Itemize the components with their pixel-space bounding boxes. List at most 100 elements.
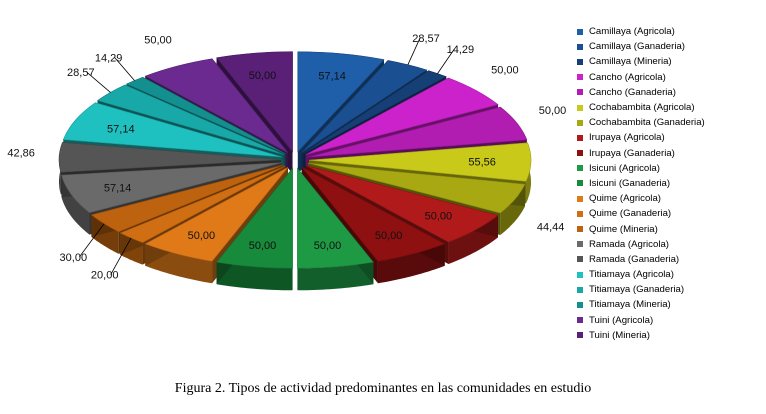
label-leader-line: [110, 237, 132, 275]
slice-value-label: 50,00: [314, 240, 342, 252]
label-leader-line: [407, 37, 421, 65]
legend-item: Camillaya (Mineria): [577, 54, 705, 69]
slice-value-label: 50,00: [425, 211, 453, 223]
pie-slice: [62, 102, 283, 158]
legend-swatch: [577, 119, 583, 126]
legend-item: Cancho (Ganaderia): [577, 85, 705, 100]
slice-value-label: 50,00: [188, 230, 216, 242]
pie-slice-side: [61, 175, 90, 235]
slice-value-label: 42,86: [7, 148, 35, 160]
pie-slice: [305, 77, 499, 155]
legend-label: Tuini (Agricola): [589, 314, 654, 326]
legend-item: Camillaya (Ganaderia): [577, 39, 705, 54]
legend-label: Quime (Ganaderia): [589, 208, 672, 220]
pie-slice: [58, 142, 282, 173]
legend-label: Ramada (Agricola): [589, 238, 669, 250]
legend-label: Quime (Mineria): [589, 223, 658, 235]
legend-item: Quime (Mineria): [577, 221, 705, 236]
legend-swatch: [577, 210, 583, 217]
legend-item: Quime (Agricola): [577, 191, 705, 206]
legend-swatch: [577, 241, 583, 248]
legend-label: Irupaya (Agricola): [589, 132, 665, 144]
legend-swatch: [577, 43, 583, 50]
legend-swatch: [577, 180, 583, 187]
legend-swatch: [577, 150, 583, 157]
pie-slice: [297, 167, 374, 269]
legend-label: Camillaya (Agricola): [589, 26, 675, 38]
legend-swatch: [577, 74, 583, 81]
pie-slice: [308, 106, 528, 158]
pie-slice: [144, 58, 289, 153]
legend-label: Camillaya (Mineria): [589, 56, 672, 68]
slice-value-label: 50,00: [375, 230, 403, 242]
chart-legend: Camillaya (Agricola) Camillaya (Ganaderia…: [577, 24, 705, 343]
legend-item: Isicuni (Ganaderia): [577, 176, 705, 191]
slice-value-label: 20,00: [91, 270, 119, 282]
legend-label: Isicuni (Agricola): [589, 162, 660, 174]
legend-label: Tuini (Mineria): [589, 329, 650, 341]
pie-slice: [90, 164, 284, 233]
legend-item: Cochabambita (Agricola): [577, 100, 705, 115]
slice-value-label: 55,56: [468, 157, 496, 169]
legend-swatch: [577, 256, 583, 263]
legend-swatch: [577, 165, 583, 172]
label-leader-line: [114, 57, 135, 81]
legend-item: Cochabambita (Ganaderia): [577, 115, 705, 130]
slice-value-label: 57,14: [104, 183, 132, 195]
pie-slice: [144, 167, 289, 262]
legend-label: Cancho (Ganaderia): [589, 86, 676, 98]
slice-value-label: 50,00: [249, 240, 277, 252]
legend-label: Cochabambita (Ganaderia): [589, 117, 705, 129]
pie-slice-side: [216, 262, 293, 291]
legend-label: Titiamaya (Mineria): [589, 299, 671, 311]
slice-value-label: 28,57: [412, 33, 440, 45]
legend-item: Titiamaya (Agricola): [577, 267, 705, 282]
label-leader-line: [86, 71, 111, 93]
slice-value-label: 30,00: [60, 252, 88, 264]
slice-value-label: 14,29: [95, 53, 123, 65]
legend-label: Quime (Agricola): [589, 193, 661, 205]
legend-item: Irupaya (Ganaderia): [577, 146, 705, 161]
slice-value-label: 14,29: [447, 44, 475, 56]
legend-label: Irupaya (Ganaderia): [589, 147, 675, 159]
label-leader-line: [437, 48, 455, 74]
legend-swatch: [577, 58, 583, 65]
legend-swatch: [577, 89, 583, 96]
pie-slice: [307, 162, 526, 214]
pie-slice: [61, 162, 282, 214]
legend-label: Isicuni (Ganaderia): [589, 177, 671, 189]
legend-label: Titiamaya (Ganaderia): [589, 284, 685, 296]
slice-value-label: 50,00: [539, 105, 567, 117]
pie-slice: [308, 142, 532, 182]
pie-slice: [125, 76, 286, 155]
figure-caption: Figura 2. Tipos de actividad predominant…: [174, 381, 592, 396]
legend-swatch: [577, 286, 583, 293]
pie-slice: [216, 51, 293, 153]
slice-value-label: 50,00: [249, 70, 277, 82]
legend-swatch: [577, 104, 583, 111]
legend-item: Isicuni (Agricola): [577, 161, 705, 176]
legend-item: Irupaya (Agricola): [577, 130, 705, 145]
legend-label: Cancho (Agricola): [589, 71, 666, 83]
slice-value-label: 57,14: [107, 123, 135, 135]
pie-slice: [297, 51, 385, 153]
legend-item: Titiamaya (Ganaderia): [577, 282, 705, 297]
legend-label: Camillaya (Ganaderia): [589, 41, 685, 53]
legend-label: Ramada (Ganaderia): [589, 253, 680, 265]
legend-item: Titiamaya (Mineria): [577, 297, 705, 312]
legend-item: Quime (Ganaderia): [577, 206, 705, 221]
legend-item: Ramada (Ganaderia): [577, 252, 705, 267]
pie-slice: [301, 167, 446, 262]
legend-item: Camillaya (Agricola): [577, 24, 705, 39]
pie-slice: [216, 167, 293, 269]
legend-label: Titiamaya (Agricola): [589, 269, 674, 281]
slice-value-label: 28,57: [67, 67, 95, 79]
pie-slice-side: [297, 262, 374, 291]
legend-swatch: [577, 226, 583, 233]
legend-swatch: [577, 317, 583, 324]
legend-swatch: [577, 134, 583, 141]
slice-value-label: 57,14: [318, 70, 346, 82]
legend-item: Ramada (Agricola): [577, 237, 705, 252]
slice-value-label: 50,00: [491, 65, 519, 77]
